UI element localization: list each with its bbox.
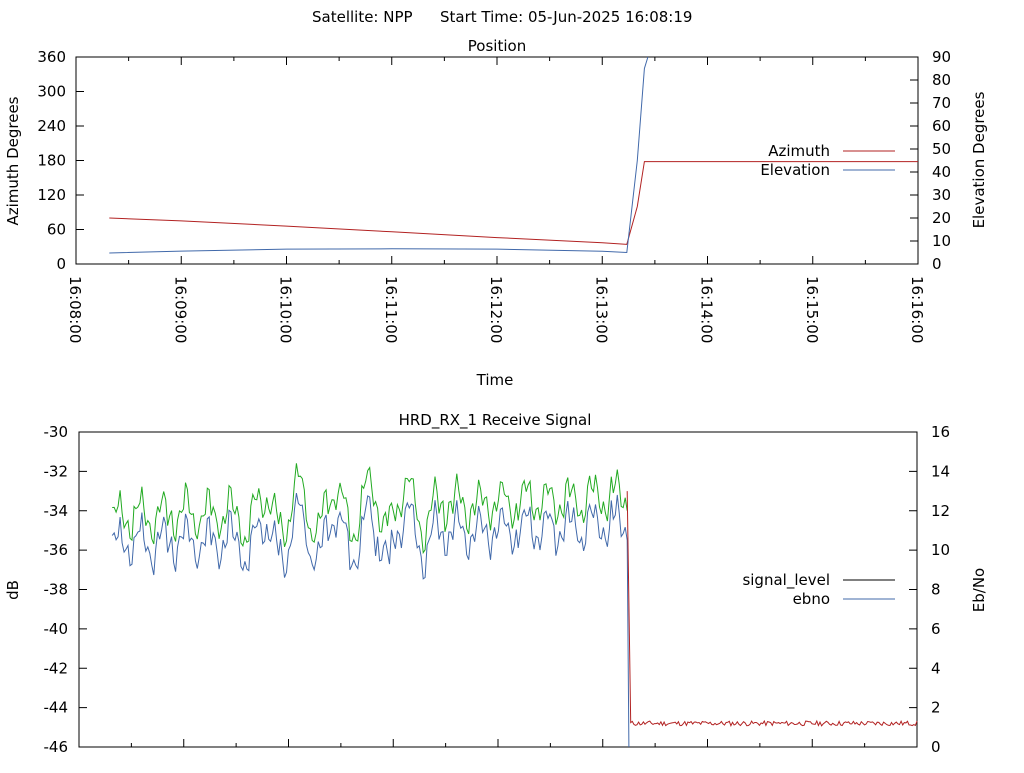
signal-ylabel: dB xyxy=(4,580,22,600)
position-x-tick-label: 16:10:00 xyxy=(277,276,295,343)
signal-right-tick-label: 2 xyxy=(931,699,941,717)
signal-series-upper-trace xyxy=(112,463,628,555)
signal-left-tick-label: -32 xyxy=(44,462,69,480)
signal-plot-frame xyxy=(78,431,918,748)
position-left-tick-label: 360 xyxy=(37,48,66,66)
position-right-tick-label: 40 xyxy=(932,163,951,181)
signal-y2label: Eb/No xyxy=(970,568,988,612)
position-legend-label-azimuth: Azimuth xyxy=(768,142,830,160)
position-right-tick-label: 60 xyxy=(932,117,951,135)
signal-left-tick-label: -38 xyxy=(44,581,69,599)
signal-legend-label-signal_level: signal_level xyxy=(742,571,830,590)
position-x-tick-label: 16:09:00 xyxy=(171,276,189,343)
position-left-tick-label: 60 xyxy=(47,221,66,239)
signal-series xyxy=(111,463,918,748)
position-chart-title: Position xyxy=(468,37,526,55)
signal-left-tick-label: -46 xyxy=(44,738,69,756)
position-right-tick-label: 20 xyxy=(932,209,951,227)
position-right-tick-labels: 0 10 20 30 40 50 60 70 80 90 xyxy=(932,48,951,273)
position-right-tick-label: 80 xyxy=(932,71,951,89)
signal-left-tick-label: -40 xyxy=(44,620,69,638)
position-right-tick-label: 30 xyxy=(932,186,951,204)
position-left-tick-label: 300 xyxy=(37,83,66,101)
signal-left-tick-label: -34 xyxy=(44,502,69,520)
signal-right-tick-label: 14 xyxy=(931,462,950,480)
position-right-tick-label: 70 xyxy=(932,94,951,112)
position-x-tick-label: 16:08:00 xyxy=(66,276,84,343)
position-x-tick-label: 16:14:00 xyxy=(698,276,716,343)
position-right-tick-label: 50 xyxy=(932,140,951,158)
signal-right-tick-label: 16 xyxy=(931,423,950,441)
position-x-tick-label: 16:12:00 xyxy=(487,276,505,343)
position-x-tick-label: 16:15:00 xyxy=(803,276,821,343)
start-time-label: Start Time: 05-Jun-2025 16:08:19 xyxy=(440,8,692,26)
position-x-tick-labels: 16:08:00 16:09:00 16:10:00 16:11:00 16:12:00… xyxy=(66,276,926,343)
position-chart: Position 0 60 120 180 240 300 360 0 10 20 30 40 50 6… xyxy=(4,37,988,389)
signal-chart-title: HRD_RX_1 Receive Signal xyxy=(399,411,592,430)
position-series xyxy=(109,56,918,254)
signal-right-tick-label: 12 xyxy=(931,502,950,520)
position-x-tick-label: 16:13:00 xyxy=(592,276,610,343)
position-right-tick-label: 10 xyxy=(932,232,951,250)
position-y2label: Elevation Degrees xyxy=(970,91,988,228)
signal-right-tick-label: 8 xyxy=(931,581,941,599)
position-left-tick-label: 240 xyxy=(37,117,66,135)
position-ylabel: Azimuth Degrees xyxy=(4,96,22,225)
signal-left-tick-label: -42 xyxy=(44,659,69,677)
signal-right-tick-label: 10 xyxy=(931,541,950,559)
signal-chart: HRD_RX_1 Receive Signal -46-44-42-40-38-… xyxy=(4,411,988,756)
signal-legend-label-ebno: ebno xyxy=(793,590,830,608)
position-left-tick-label: 0 xyxy=(56,255,66,273)
signal-right-tick-label: 6 xyxy=(931,620,941,638)
signal-series-noise-floor xyxy=(626,491,918,728)
position-left-tick-label: 180 xyxy=(37,152,66,170)
position-legend-label-elevation: Elevation xyxy=(760,161,830,179)
position-x-tick-label: 16:16:00 xyxy=(908,276,926,343)
position-ticks xyxy=(75,56,919,265)
position-series-elevation xyxy=(109,56,649,254)
position-x-tick-label: 16:11:00 xyxy=(382,276,400,343)
position-left-tick-label: 120 xyxy=(37,186,66,204)
position-series-azimuth xyxy=(109,161,918,245)
signal-series-ebno xyxy=(111,493,630,748)
signal-right-tick-labels: 0 2 4 6 8 10 12 14 16 xyxy=(931,423,950,756)
signal-right-tick-label: 4 xyxy=(931,659,941,677)
position-right-tick-label: 90 xyxy=(932,48,951,66)
satellite-label: Satellite: NPP xyxy=(312,8,413,26)
signal-left-tick-label: -36 xyxy=(44,541,69,559)
signal-left-tick-label: -44 xyxy=(44,699,69,717)
position-xlabel: Time xyxy=(476,371,514,389)
signal-left-tick-labels: -46 -44 -42 -40 -38 -36 -34 -32 -30 xyxy=(44,423,69,756)
position-left-tick-labels: 0 60 120 180 240 300 360 xyxy=(37,48,66,273)
position-right-tick-label: 0 xyxy=(932,255,942,273)
signal-left-tick-label: -30 xyxy=(44,423,69,441)
signal-right-tick-label: 0 xyxy=(931,738,941,756)
signal-ticks xyxy=(78,431,918,748)
